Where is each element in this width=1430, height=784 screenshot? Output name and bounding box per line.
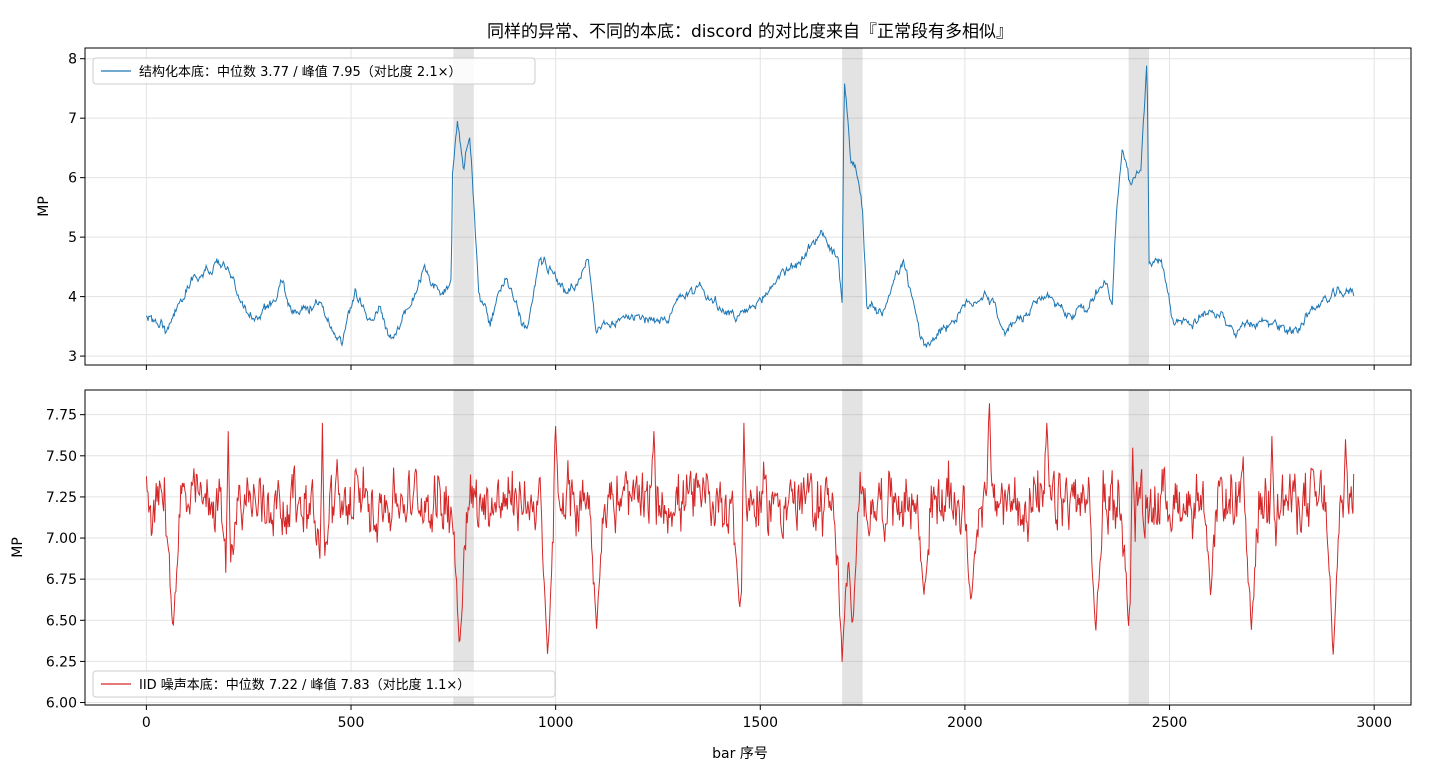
chart-title: 同样的异常、不同的本底：discord 的对比度来自『正常段有多相似』 [487, 22, 1013, 42]
y-tick-label: 6.25 [46, 654, 77, 670]
y-tick-label: 6.50 [46, 613, 77, 629]
panel-bottom: 6.00 6.25 6.50 6.75 7.00 7.25 7.50 7.75 0 500 1000… [10, 389, 1412, 731]
y-tick-label: 5 [68, 230, 77, 246]
anomaly-span [842, 390, 863, 705]
y-tick-label: 7.00 [46, 531, 77, 547]
axes-frame [84, 389, 1412, 706]
y-tick-label: 7.75 [46, 408, 77, 424]
panel-top: 3 4 5 6 7 8 MP 结构化本底：中位数 3.77 / 峰值 7.95（对比度 2.1… [36, 47, 1412, 370]
y-axis-label: MP [36, 196, 52, 217]
y-tick-label: 7 [68, 111, 77, 127]
x-tick-label: 1500 [742, 715, 778, 731]
legend-box [92, 670, 556, 698]
y-tick-label: 4 [68, 290, 77, 306]
series-line [145, 65, 1355, 348]
legend-label: IID 噪声本底：中位数 7.22 / 峰值 7.83（对比度 1.1×） [139, 677, 470, 693]
y-tick-label: 6 [68, 171, 77, 187]
axes-frame [84, 47, 1412, 366]
x-tick-label: 3000 [1356, 715, 1392, 731]
y-axis-label: MP [10, 537, 26, 558]
anomaly-span [842, 48, 863, 365]
anomaly-span [1128, 48, 1150, 365]
y-tick-label: 7.50 [46, 449, 77, 465]
anomaly-span [453, 390, 474, 705]
x-tick-label: 500 [338, 715, 365, 731]
x-tick-label: 1000 [538, 715, 574, 731]
x-tick-label: 2500 [1152, 715, 1188, 731]
anomaly-span [1128, 390, 1150, 705]
y-tick-label: 6.00 [46, 696, 77, 712]
x-tick-label: 2000 [947, 715, 983, 731]
series-line [145, 403, 1355, 662]
y-tick-label: 6.75 [46, 572, 77, 588]
legend-box [92, 57, 536, 85]
legend-label: 结构化本底：中位数 3.77 / 峰值 7.95（对比度 2.1×） [139, 64, 462, 80]
y-tick-label: 3 [68, 349, 77, 365]
x-axis-label: bar 序号 [712, 746, 768, 762]
anomaly-span [453, 48, 474, 365]
y-tick-label: 8 [68, 52, 77, 68]
y-tick-label: 7.25 [46, 490, 77, 506]
x-tick-label: 0 [142, 715, 151, 731]
